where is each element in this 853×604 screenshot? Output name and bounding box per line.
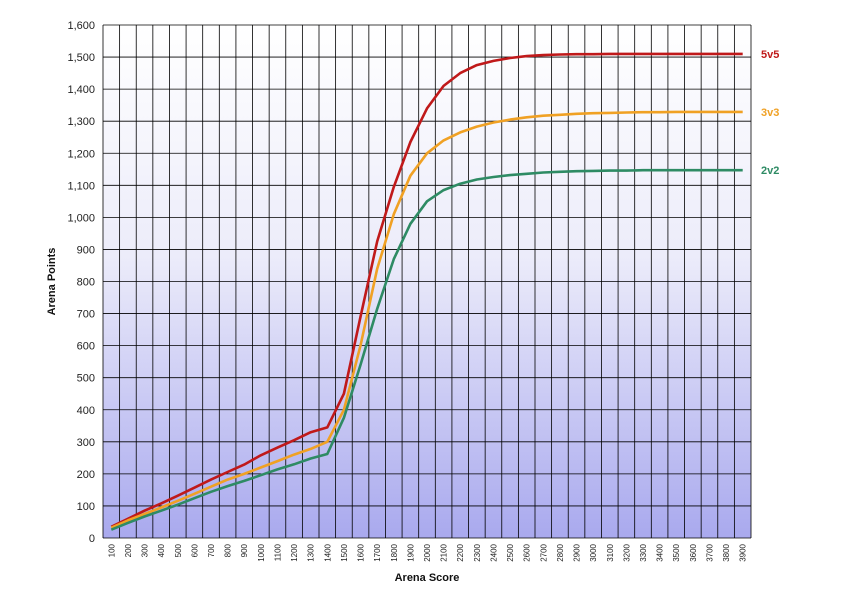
x-tick-label: 1200 <box>290 543 299 561</box>
y-tick-label: 100 <box>77 501 95 513</box>
y-tick-label: 900 <box>77 244 95 256</box>
tick-labels: 0 100 200 300 400 500 600 700 800 900 1,000 1,100 1,… <box>67 20 747 562</box>
x-tick-label: 2900 <box>573 543 582 561</box>
x-tick-label: 2600 <box>523 543 532 561</box>
y-axis-title: Arena Points <box>46 248 58 316</box>
y-tick-label: 700 <box>77 309 95 321</box>
x-tick-label: 2000 <box>423 543 432 561</box>
series-layer <box>110 52 743 531</box>
y-tick-label: 1,300 <box>67 116 95 128</box>
x-tick-label: 1400 <box>323 543 332 561</box>
x-tick-label: 2100 <box>440 543 449 561</box>
series-label-2v2: 2v2 <box>761 165 779 177</box>
y-tick-label: 0 <box>89 533 95 545</box>
x-tick-label: 700 <box>207 543 216 557</box>
x-tick-label: 100 <box>107 543 116 557</box>
x-tick-label: 500 <box>174 543 183 557</box>
y-tick-label: 200 <box>77 469 95 481</box>
x-tick-label: 1800 <box>390 543 399 561</box>
series-line-5v5 <box>110 52 743 528</box>
x-tick-label: 1700 <box>373 543 382 561</box>
x-tick-label: 1600 <box>357 543 366 561</box>
x-tick-label: 3400 <box>656 543 665 561</box>
x-tick-label: 900 <box>240 543 249 557</box>
x-tick-label: 600 <box>190 543 199 557</box>
x-tick-label: 3000 <box>589 543 598 561</box>
y-tick-label: 600 <box>77 341 95 353</box>
x-tick-label: 300 <box>141 543 150 557</box>
x-tick-label: 1300 <box>307 543 316 561</box>
x-tick-label: 1900 <box>406 543 415 561</box>
series-labels: 5v5 3v3 2v2 <box>761 49 779 177</box>
y-tick-label: 1,000 <box>67 212 95 224</box>
x-tick-label: 3600 <box>689 543 698 561</box>
series-line-2v2 <box>110 168 743 531</box>
y-tick-label: 1,600 <box>67 20 95 32</box>
y-tick-label: 300 <box>77 437 95 449</box>
series-label-3v3: 3v3 <box>761 107 779 119</box>
x-tick-label: 2500 <box>506 543 515 561</box>
x-tick-label: 800 <box>224 543 233 557</box>
x-tick-label: 3300 <box>639 543 648 561</box>
y-tick-label: 1,500 <box>67 52 95 64</box>
x-tick-label: 3900 <box>739 543 748 561</box>
y-tick-label: 400 <box>77 405 95 417</box>
x-tick-label: 200 <box>124 543 133 557</box>
grid <box>102 24 752 539</box>
x-tick-label: 3800 <box>722 543 731 561</box>
x-tick-label: 2800 <box>556 543 565 561</box>
x-tick-label: 1500 <box>340 543 349 561</box>
x-tick-label: 1000 <box>257 543 266 561</box>
y-tick-label: 1,200 <box>67 148 95 160</box>
y-tick-label: 1,100 <box>67 180 95 192</box>
series-line-3v3 <box>110 110 743 529</box>
series-label-5v5: 5v5 <box>761 49 779 61</box>
x-tick-label: 2400 <box>489 543 498 561</box>
x-tick-label: 2200 <box>456 543 465 561</box>
x-tick-label: 2300 <box>473 543 482 561</box>
y-tick-label: 1,400 <box>67 84 95 96</box>
x-tick-label: 3200 <box>622 543 631 561</box>
x-tick-label: 1100 <box>273 543 282 561</box>
x-tick-label: 3500 <box>672 543 681 561</box>
x-axis-title: Arena Score <box>395 572 460 584</box>
x-tick-label: 3100 <box>606 543 615 561</box>
y-tick-label: 800 <box>77 277 95 289</box>
x-tick-label: 400 <box>157 543 166 557</box>
x-tick-label: 3700 <box>705 543 714 561</box>
y-tick-label: 500 <box>77 373 95 385</box>
x-tick-label: 2700 <box>539 543 548 561</box>
